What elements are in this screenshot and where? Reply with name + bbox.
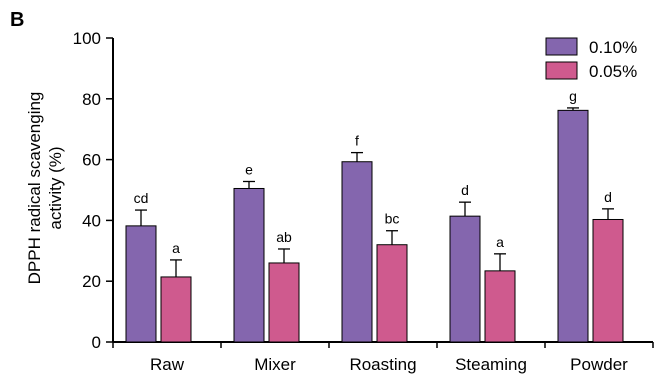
bar-powder-series-1 xyxy=(557,109,589,343)
significance-label: e xyxy=(245,161,253,177)
y-axis-title: DPPH radical scavenging activity (%) xyxy=(25,92,65,285)
x-tick-label: Mixer xyxy=(254,355,296,374)
significance-label: a xyxy=(496,234,504,250)
significance-label: cd xyxy=(134,190,149,206)
y-tick-label: 0 xyxy=(92,333,101,352)
legend-swatch-2 xyxy=(545,61,578,80)
significance-label: d xyxy=(461,182,469,198)
y-axis-title-line-1: DPPH radical scavenging xyxy=(25,92,44,285)
bar-steaming-series-2 xyxy=(484,270,516,343)
significance-label: a xyxy=(172,240,180,256)
significance-label: ab xyxy=(276,229,292,245)
bar-mixer-series-1 xyxy=(233,187,265,343)
y-tick-label: 80 xyxy=(82,90,101,109)
significance-label: d xyxy=(604,189,612,205)
y-tick-label: 100 xyxy=(73,29,101,48)
bar-mixer-series-2 xyxy=(268,262,300,343)
y-tick-label: 60 xyxy=(82,151,101,170)
legend-label-2: 0.05% xyxy=(589,62,637,81)
significance-label: bc xyxy=(385,211,400,227)
x-tick-label: Roasting xyxy=(349,355,416,374)
bar-raw-series-1 xyxy=(125,225,157,343)
bar-powder-series-2 xyxy=(592,218,624,343)
significance-label: f xyxy=(355,133,359,149)
legend-label-1: 0.10% xyxy=(589,38,637,57)
y-axis-title-line-2: activity (%) xyxy=(46,146,65,229)
bar-roasting-series-2 xyxy=(376,244,408,343)
plot-area: 0 20 40 60 80 100 cd a Raw e ab Mixer f bc Roasting d a S… xyxy=(73,29,654,374)
bar-raw-series-2 xyxy=(160,276,192,343)
significance-label: g xyxy=(569,88,577,104)
legend: 0.10% 0.05% xyxy=(545,37,637,81)
bar-steaming-series-1 xyxy=(449,215,481,343)
x-tick-label: Steaming xyxy=(455,355,527,374)
bar-roasting-series-1 xyxy=(341,161,373,343)
panel-label: B xyxy=(10,9,24,31)
y-tick-label: 40 xyxy=(82,211,101,230)
y-tick-label: 20 xyxy=(82,272,101,291)
x-tick-label: Powder xyxy=(570,355,628,374)
legend-swatch-1 xyxy=(545,37,578,56)
x-tick-label: Raw xyxy=(150,355,185,374)
